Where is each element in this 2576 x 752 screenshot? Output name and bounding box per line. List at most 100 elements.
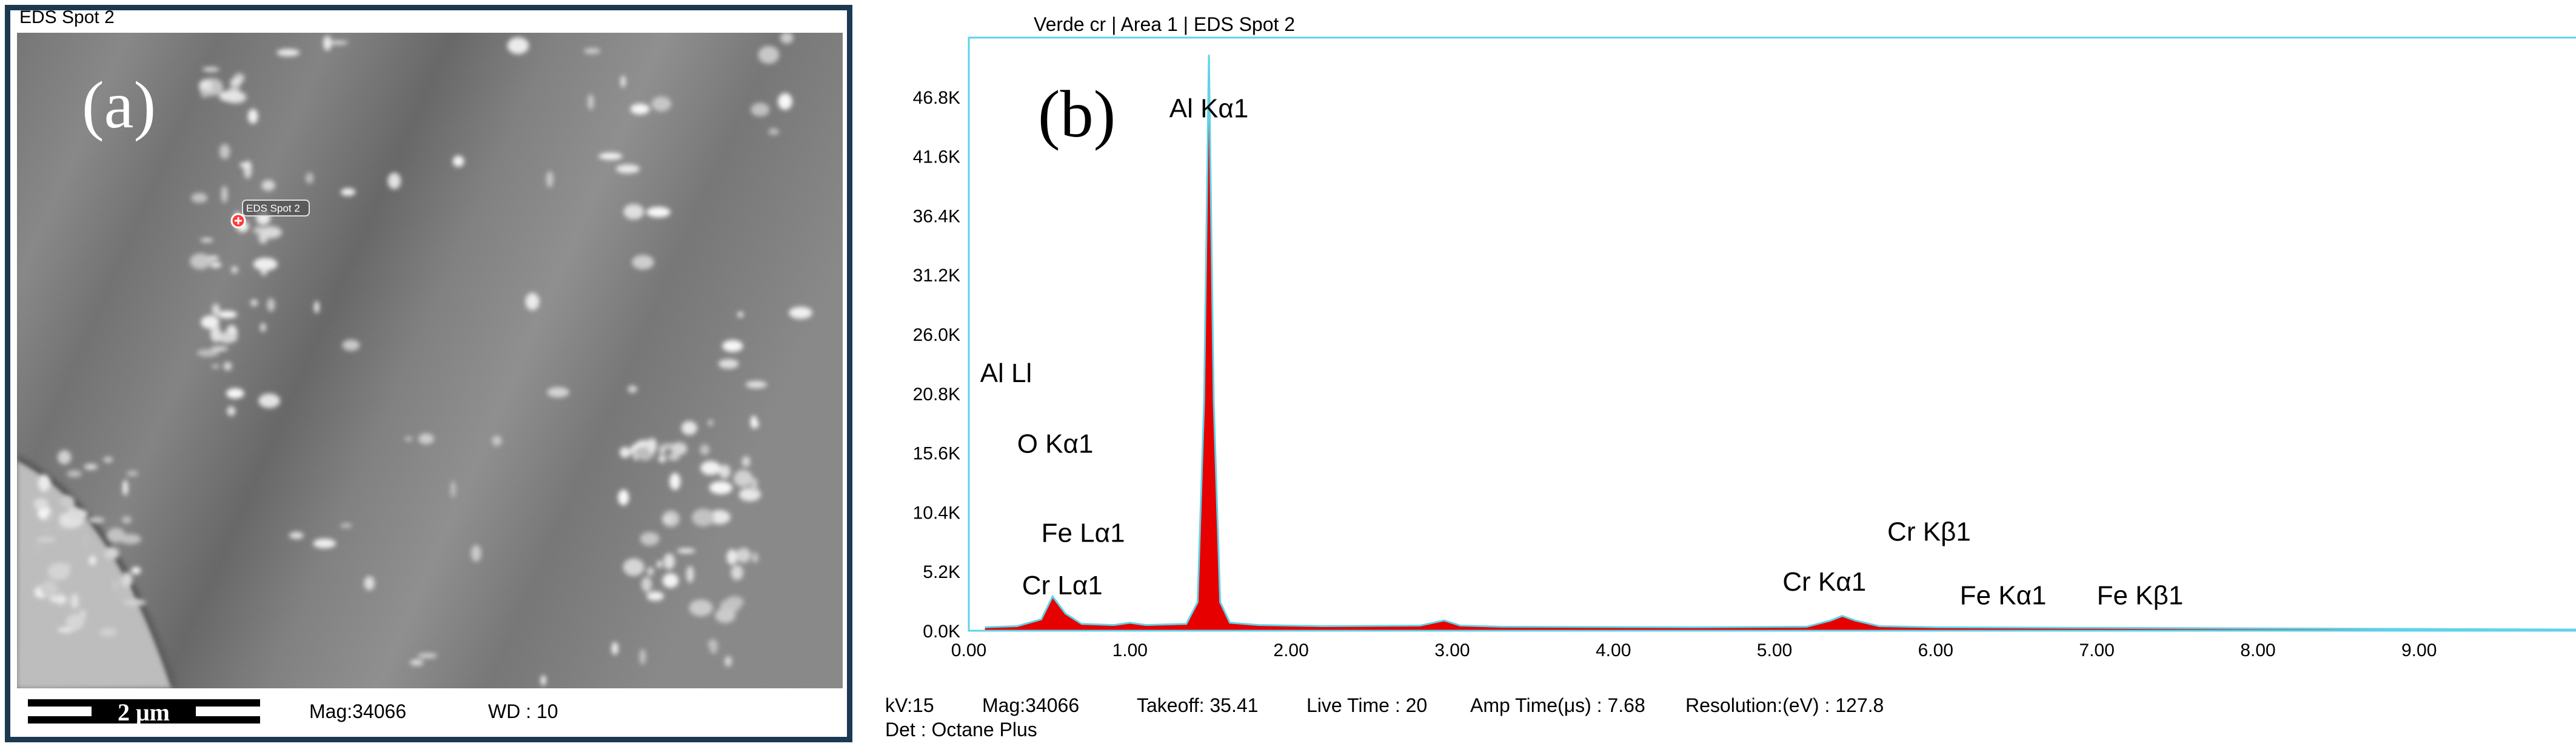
y-tick-label: 31.2K: [913, 266, 960, 286]
sem-particle: [778, 93, 792, 110]
sem-particle: [492, 435, 502, 446]
peak-annotations: Al Kα1 Al Ll O Kα1 Fe Lα1 Cr Lα1 Cr Kα1 Cr Kβ1…: [980, 94, 2184, 611]
sem-particle: [261, 180, 275, 191]
svg-text:2 μm: 2 μm: [118, 699, 170, 726]
panel-label-a: (a): [82, 68, 156, 142]
plot-frame: [968, 36, 2576, 632]
sem-particle: [107, 528, 125, 543]
sem-particle: [227, 406, 236, 416]
sem-particle: [718, 465, 731, 478]
sem-particle: [31, 542, 45, 554]
sem-particle: [190, 253, 211, 270]
sem-particle: [58, 450, 72, 465]
footer-mag: Mag:34066: [982, 694, 1080, 716]
sem-particle: [630, 103, 650, 115]
sem-particle: [686, 566, 694, 583]
sem-particle: [200, 89, 209, 98]
series-layer: [985, 55, 2576, 631]
eds-spot-marker: EDS Spot 2: [230, 200, 310, 229]
sem-particle: [709, 481, 732, 494]
footer-detector: Det : Octane Plus: [885, 719, 1037, 740]
sem-particle: [541, 675, 546, 686]
sem-particle: [546, 171, 554, 188]
x-tick-label: 5.00: [1757, 640, 1792, 660]
footer-resolution: Resolution:(eV) : 127.8: [1685, 694, 1884, 716]
sem-particle: [41, 580, 58, 598]
x-tick-label: 6.00: [1918, 640, 1953, 660]
sem-particle: [700, 444, 710, 455]
sem-particle: [260, 269, 267, 276]
sem-particle: [49, 596, 68, 603]
y-tick-label: 20.8K: [913, 384, 960, 405]
sem-particle: [196, 349, 219, 357]
sem-particle: [217, 332, 238, 343]
sem-particle: [247, 109, 258, 124]
sem-particle: [199, 79, 212, 93]
svg-text:EDS Spot 2: EDS Spot 2: [246, 203, 300, 214]
sem-particle: [123, 599, 147, 606]
sem-particle: [65, 614, 84, 631]
sem-particle: [202, 67, 219, 72]
sem-particle: [507, 37, 529, 55]
sem-particle: [115, 585, 131, 603]
sem-particle: [223, 361, 232, 371]
sem-particle: [59, 495, 75, 508]
sem-particle: [250, 299, 258, 306]
scale-bar: 2 μm: [24, 693, 264, 730]
x-axis-ticks: 0.00 1.00 2.00 3.00 4.00 5.00 6.00 7.00 8.00 9.00: [951, 640, 2437, 660]
sem-particle: [658, 448, 666, 454]
sem-particle: [230, 78, 243, 85]
sem-particle: [314, 301, 319, 314]
sem-particle: [418, 433, 434, 445]
sem-particle: [587, 94, 594, 110]
y-tick-label: 41.6K: [913, 147, 960, 167]
peak-label: O Kα1: [1017, 429, 1094, 459]
sem-particle: [340, 188, 356, 196]
sem-particle: [200, 238, 213, 243]
sem-panel: EDS Spot 2: [0, 0, 861, 752]
sem-particle: [751, 477, 758, 493]
sem-particle: [207, 256, 219, 260]
sem-particle: [47, 512, 54, 522]
spectrum-line: [985, 55, 2576, 631]
sem-particle: [611, 642, 618, 655]
sem-particle: [647, 438, 657, 453]
sem-particle: [598, 152, 623, 160]
x-tick-label: 2.00: [1273, 640, 1308, 660]
footer-live-time: Live Time : 20: [1306, 694, 1428, 716]
x-tick-label: 1.00: [1112, 640, 1148, 660]
sem-particle: [708, 419, 714, 426]
sem-particle: [387, 172, 401, 189]
sem-particle: [219, 144, 230, 159]
x-tick-label: 9.00: [2401, 640, 2437, 660]
sem-particle: [646, 591, 664, 601]
sem-particle: [667, 453, 680, 461]
sem-particle: [289, 532, 304, 539]
sem-particle: [121, 572, 133, 587]
footer-amp-time: Amp Time(μs) : 7.68: [1470, 694, 1645, 716]
sem-particle: [726, 549, 738, 565]
sem-micrograph: EDS Spot 2: [17, 33, 843, 688]
sem-particle: [752, 552, 758, 563]
sem-particle: [677, 548, 695, 554]
sem-particle: [210, 346, 229, 351]
x-tick-label: 3.00: [1434, 640, 1470, 660]
eds-spectrum-chart: 0.0K 5.2K 10.4K 15.6K 20.8K 26.0K 31.2K 36.4K 41…: [913, 36, 2576, 660]
sem-particle: [122, 516, 132, 524]
peak-label: Cr Kα1: [1782, 567, 1866, 597]
sem-particle: [700, 461, 721, 475]
sem-particle: [715, 608, 736, 623]
sem-particle: [131, 566, 141, 574]
sem-particle: [627, 385, 637, 393]
x-tick-label: 7.00: [2079, 640, 2114, 660]
sem-particle: [38, 474, 50, 492]
sem-title: EDS Spot 2: [19, 7, 115, 27]
sem-particle: [53, 526, 69, 535]
panel-label-b: (b): [1038, 77, 1116, 151]
sem-particle: [646, 207, 671, 218]
peak-label: Fe Kβ1: [2097, 581, 2184, 611]
peak-label: Fe Kα1: [1960, 581, 2047, 611]
y-tick-label: 36.4K: [913, 206, 960, 226]
sem-particle: [126, 471, 138, 476]
sem-particle: [201, 315, 219, 329]
